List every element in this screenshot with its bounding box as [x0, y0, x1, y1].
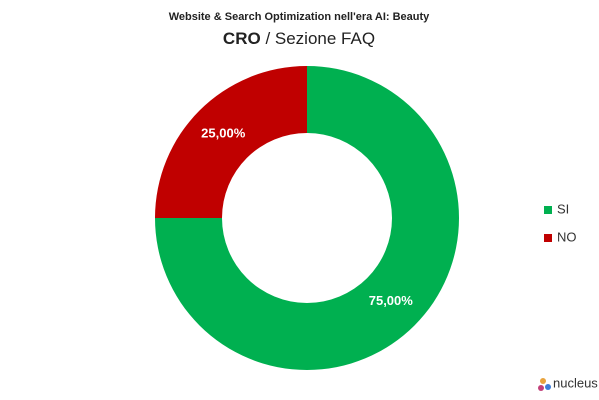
subtitle-bold: CRO	[223, 29, 261, 48]
legend-swatch	[544, 206, 552, 214]
logo-text: nucleus	[553, 375, 598, 390]
subtitle: / Sezione FAQ	[265, 29, 375, 48]
chart-title: Website & Search Optimization nell'era A…	[169, 11, 430, 23]
logo: nucleus	[538, 375, 598, 391]
logo-dot	[545, 384, 551, 390]
data-label: 25,00%	[201, 126, 246, 141]
donut-slice	[155, 66, 459, 370]
legend-label: SI	[557, 201, 569, 216]
legend-swatch	[544, 234, 552, 242]
logo-dot	[540, 378, 546, 384]
data-label: 75,00%	[369, 293, 414, 308]
chart-subtitle: CRO / Sezione FAQ	[223, 29, 375, 48]
logo-dot	[538, 385, 544, 391]
donut-slice	[155, 66, 307, 218]
legend-label: NO	[557, 229, 577, 244]
